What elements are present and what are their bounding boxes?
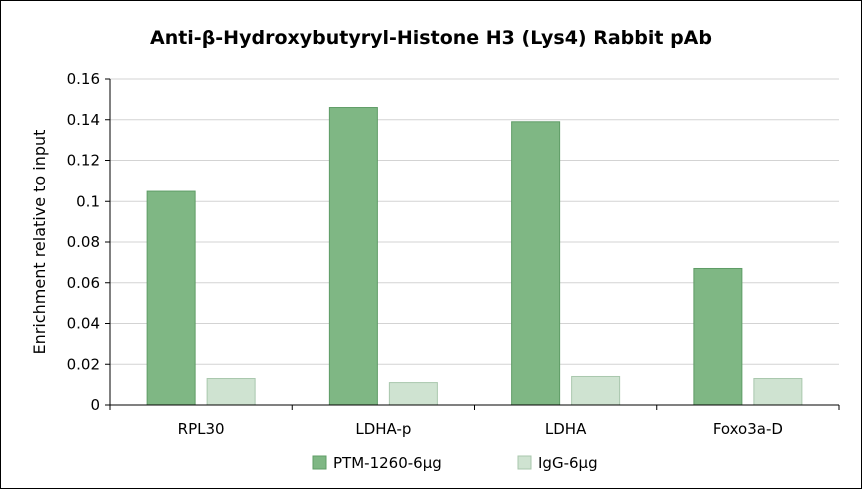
bar-igg-1 (388, 382, 438, 406)
legend-label: IgG-6μg (538, 454, 598, 472)
legend-swatch (312, 455, 327, 470)
bar-igg-2 (571, 375, 621, 406)
y-tick-label: 0.06 (67, 274, 100, 292)
bars (146, 107, 803, 406)
y-tick-label: 0 (90, 396, 100, 414)
bar-ptm-3 (693, 267, 743, 406)
legend-label: PTM-1260-6μg (333, 454, 442, 472)
y-tick-label: 0.02 (67, 355, 100, 373)
bar-igg-3 (753, 378, 803, 406)
y-tick-label: 0.12 (67, 152, 100, 170)
bar-igg-0 (206, 378, 256, 406)
x-tick-label: RPL30 (178, 420, 225, 438)
x-tick-label: Foxo3a-D (713, 420, 783, 438)
legend-swatch (517, 455, 532, 470)
grid-lines (110, 78, 839, 365)
bar-ptm-0 (146, 190, 196, 406)
y-tick-label: 0.08 (67, 233, 100, 251)
x-tick-label: LDHA-p (355, 420, 411, 438)
y-tick-labels: 0 0.02 0.04 0.06 0.08 0.1 0.12 0.14 0.16 (67, 70, 110, 414)
bar-ptm-2 (511, 121, 561, 406)
legend: PTM-1260-6μg IgG-6μg (312, 454, 598, 472)
bar-ptm-1 (328, 107, 378, 406)
chart-title: Anti-β-Hydroxybutyryl-Histone H3 (Lys4) … (150, 27, 712, 49)
y-tick-label: 0.1 (76, 192, 100, 210)
y-axis-title: Enrichment relative to input (30, 130, 49, 355)
y-tick-label: 0.14 (67, 111, 100, 129)
y-tick-label: 0.16 (67, 70, 100, 88)
x-tick-label: LDHA (545, 420, 587, 438)
x-tick-labels: RPL30 LDHA-p LDHA Foxo3a-D (109, 405, 840, 438)
y-tick-label: 0.04 (67, 315, 100, 333)
